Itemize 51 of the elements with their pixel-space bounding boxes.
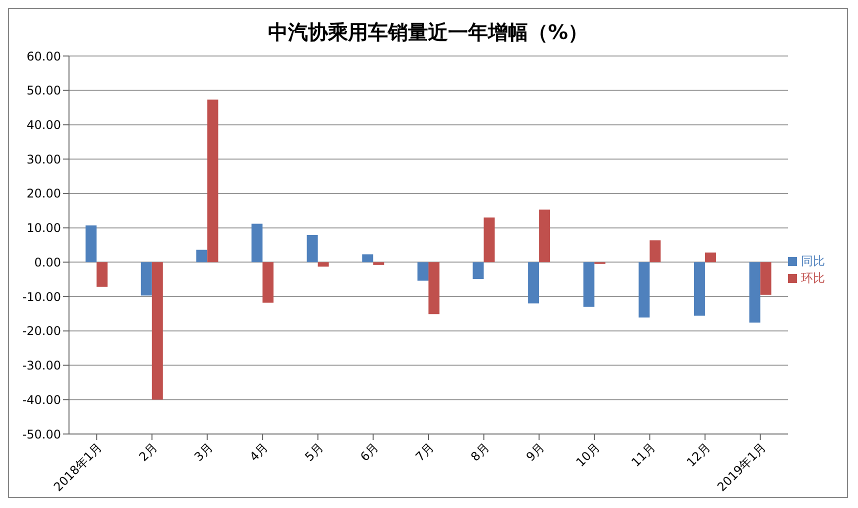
chart-title: 中汽协乘用车销量近一年增幅（%）: [266, 19, 590, 46]
bar: [252, 224, 263, 262]
y-tick-label: 50.00: [26, 84, 61, 98]
y-tick-label: 0.00: [34, 255, 61, 270]
y-tick-label: -10.00: [22, 290, 61, 304]
y-tick-label: -20.00: [22, 324, 61, 338]
x-tick-label: 2月: [136, 440, 160, 464]
legend-label: 环比: [801, 271, 825, 285]
x-tick-label: 6月: [358, 440, 382, 464]
bar: [152, 262, 163, 400]
x-tick-label: 5月: [302, 440, 326, 464]
x-tick-label: 12月: [684, 440, 714, 470]
y-tick-label: 20.00: [26, 186, 61, 201]
bar: [207, 100, 218, 262]
bar: [373, 262, 384, 265]
bar: [760, 262, 772, 295]
x-tick-label: 10月: [573, 440, 603, 470]
bar: [694, 262, 705, 316]
y-tick-label: 40.00: [26, 118, 61, 132]
y-tick-label: 60.00: [26, 49, 61, 64]
y-tick-label: -40.00: [22, 392, 61, 407]
bar: [749, 262, 760, 323]
bar: [96, 262, 108, 287]
legend-label: 同比: [801, 254, 825, 268]
x-tick-label: 7月: [412, 440, 437, 464]
bar: [539, 210, 550, 262]
bar: [86, 225, 97, 262]
bar: [318, 262, 329, 267]
x-tick-label: 8月: [468, 440, 492, 464]
x-tick-label: 4月: [246, 440, 271, 464]
x-tick-label: 11月: [628, 440, 658, 470]
x-tick-label: 3月: [192, 440, 216, 464]
bar: [417, 262, 428, 281]
bar: [362, 254, 374, 262]
y-tick-label: -30.00: [22, 358, 61, 373]
x-tick-label: 9月: [523, 440, 548, 464]
bar: [196, 250, 208, 262]
bar: [140, 262, 152, 296]
y-tick-label: 30.00: [26, 152, 61, 166]
bar: [650, 240, 661, 262]
bar: [583, 262, 594, 307]
bar: [704, 252, 716, 262]
y-tick-label: 10.00: [26, 221, 61, 236]
bar: [262, 262, 274, 303]
bar: [484, 218, 495, 262]
y-tick-label: -50.00: [22, 427, 61, 442]
bar: [472, 262, 484, 280]
bar: [638, 262, 650, 318]
bar: [428, 262, 440, 314]
bar: [528, 262, 540, 304]
bar: [306, 235, 318, 262]
